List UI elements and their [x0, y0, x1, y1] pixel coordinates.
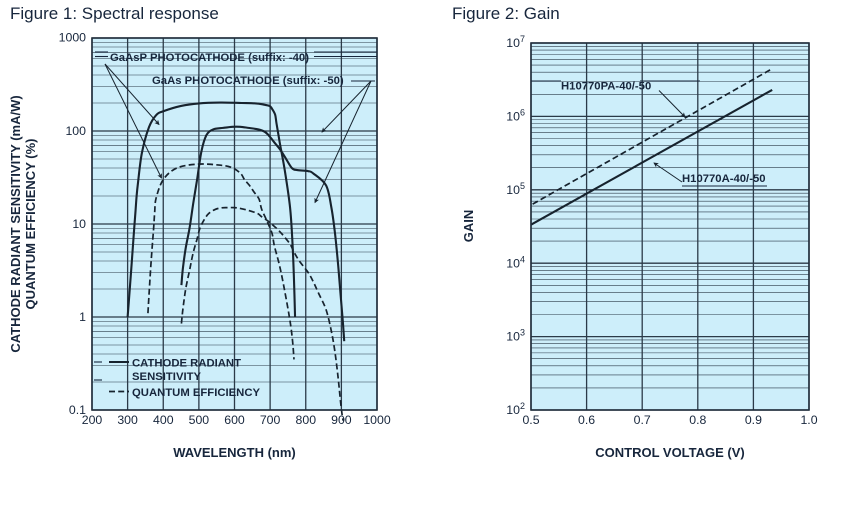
svg-text:WAVELENGTH (nm): WAVELENGTH (nm) [173, 445, 296, 460]
svg-text:QUANTUM EFFICIENCY (%): QUANTUM EFFICIENCY (%) [23, 139, 38, 310]
svg-text:800: 800 [296, 413, 317, 427]
svg-text:0.9: 0.9 [745, 413, 762, 427]
svg-text:GaAs PHOTOCATHODE (suffix: -50: GaAs PHOTOCATHODE (suffix: -50) [152, 75, 344, 87]
svg-text:H10770PA-40/-50: H10770PA-40/-50 [561, 81, 651, 93]
svg-text:400: 400 [153, 413, 174, 427]
svg-text:500: 500 [189, 413, 210, 427]
svg-text:CATHODE RADIANT: CATHODE RADIANT [132, 358, 241, 370]
svg-text:100: 100 [65, 124, 86, 138]
svg-text:CONTROL VOLTAGE (V): CONTROL VOLTAGE (V) [595, 445, 745, 460]
svg-text:0.6: 0.6 [578, 413, 595, 427]
svg-text:Figure 2: Gain: Figure 2: Gain [452, 4, 560, 23]
svg-text:300: 300 [117, 413, 138, 427]
svg-text:1.0: 1.0 [800, 413, 817, 427]
svg-text:1000: 1000 [363, 413, 391, 427]
svg-text:H10770A-40/-50: H10770A-40/-50 [682, 173, 766, 185]
svg-text:SENSITIVITY: SENSITIVITY [132, 371, 202, 383]
svg-text:1: 1 [79, 310, 86, 324]
svg-text:1000: 1000 [59, 31, 87, 45]
svg-text:GaAsP PHOTOCATHODE (suffix: -4: GaAsP PHOTOCATHODE (suffix: -40) [110, 52, 309, 64]
svg-text:0.5: 0.5 [522, 413, 539, 427]
svg-text:0.8: 0.8 [689, 413, 706, 427]
svg-text:0.7: 0.7 [634, 413, 651, 427]
svg-text:QUANTUM EFFICIENCY: QUANTUM EFFICIENCY [132, 387, 260, 399]
svg-text:Figure 1: Spectral response: Figure 1: Spectral response [10, 4, 219, 23]
svg-text:200: 200 [82, 413, 103, 427]
svg-text:10: 10 [72, 217, 86, 231]
svg-text:600: 600 [224, 413, 245, 427]
svg-text:CATHODE RADIANT SENSITIVITY (m: CATHODE RADIANT SENSITIVITY (mA/W) [8, 95, 23, 352]
svg-text:900: 900 [331, 413, 352, 427]
svg-text:700: 700 [260, 413, 281, 427]
svg-text:GAIN: GAIN [461, 210, 476, 243]
